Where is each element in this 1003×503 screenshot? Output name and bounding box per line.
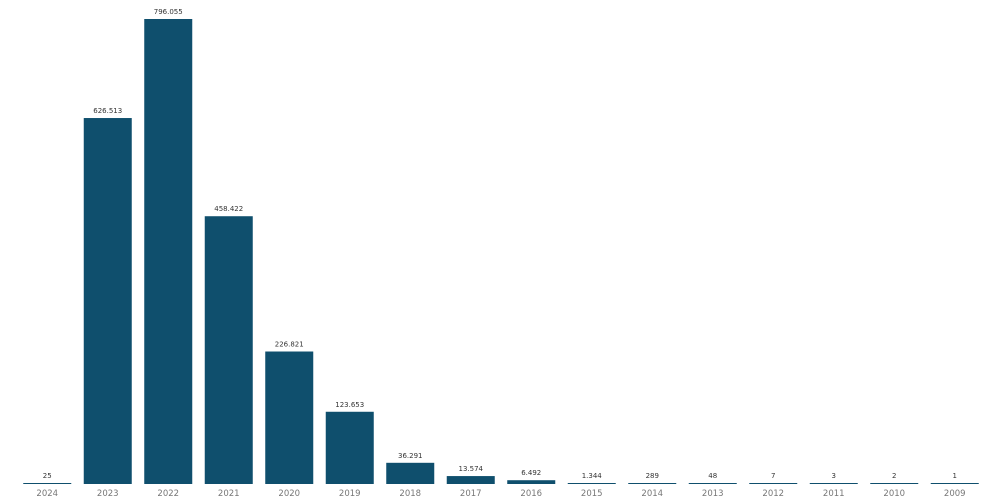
x-tick-label-2011: 2011: [823, 489, 845, 499]
bar-2019[interactable]: [325, 411, 374, 484]
bar-2017[interactable]: [446, 476, 495, 484]
value-label-2022: 796.055: [154, 8, 183, 16]
bar-2011[interactable]: [809, 483, 858, 484]
bar-2014[interactable]: [628, 483, 677, 484]
x-tick-label-2024: 2024: [36, 489, 58, 499]
x-tick-label-2022: 2022: [157, 489, 179, 499]
value-label-2024: 25: [43, 472, 52, 480]
bar-2018[interactable]: [386, 462, 435, 484]
bar-2024[interactable]: [23, 483, 72, 484]
value-label-2013: 48: [708, 472, 717, 480]
x-tick-label-2013: 2013: [702, 489, 724, 499]
x-tick-label-2023: 2023: [97, 489, 119, 499]
x-tick-label-2012: 2012: [762, 489, 784, 499]
value-label-2018: 36.291: [398, 452, 423, 460]
x-tick-label-2014: 2014: [641, 489, 663, 499]
x-tick-label-2021: 2021: [218, 489, 240, 499]
x-tick-label-2017: 2017: [460, 489, 482, 499]
x-tick-label-2019: 2019: [339, 489, 361, 499]
bar-2015[interactable]: [567, 483, 616, 484]
value-label-2019: 123.653: [335, 401, 364, 409]
value-labels-layer: 25626.513796.055458.422226.821123.65336.…: [43, 8, 957, 480]
bar-2022[interactable]: [144, 19, 193, 484]
x-tick-label-2016: 2016: [520, 489, 542, 499]
value-label-2023: 626.513: [93, 107, 122, 115]
bar-2016[interactable]: [507, 480, 556, 484]
value-label-2017: 13.574: [459, 465, 484, 473]
value-label-2009: 1: [953, 472, 957, 480]
value-label-2012: 7: [771, 472, 775, 480]
value-label-2011: 3: [832, 472, 836, 480]
x-tick-label-2009: 2009: [944, 489, 966, 499]
bars-layer: [23, 19, 979, 484]
value-label-2020: 226.821: [275, 341, 304, 349]
bar-2013[interactable]: [688, 483, 737, 484]
bar-2009[interactable]: [930, 483, 979, 484]
x-tick-label-2018: 2018: [399, 489, 421, 499]
bar-2020[interactable]: [265, 351, 314, 484]
x-axis-tick-labels: 2024 2023 2022 2021 2020 2019 2018 2017 2016 2015…: [36, 489, 965, 499]
bar-2021[interactable]: [204, 216, 253, 484]
bar-2012[interactable]: [749, 483, 798, 484]
value-label-2010: 2: [892, 472, 896, 480]
value-label-2016: 6.492: [521, 469, 541, 477]
x-tick-label-2010: 2010: [883, 489, 905, 499]
value-label-2021: 458.422: [214, 205, 243, 213]
x-tick-label-2015: 2015: [581, 489, 603, 499]
value-label-2015: 1.344: [582, 472, 603, 480]
bar-2010[interactable]: [870, 483, 919, 484]
value-label-2014: 289: [646, 472, 659, 480]
bar-2023[interactable]: [83, 118, 132, 484]
x-tick-label-2020: 2020: [278, 489, 300, 499]
